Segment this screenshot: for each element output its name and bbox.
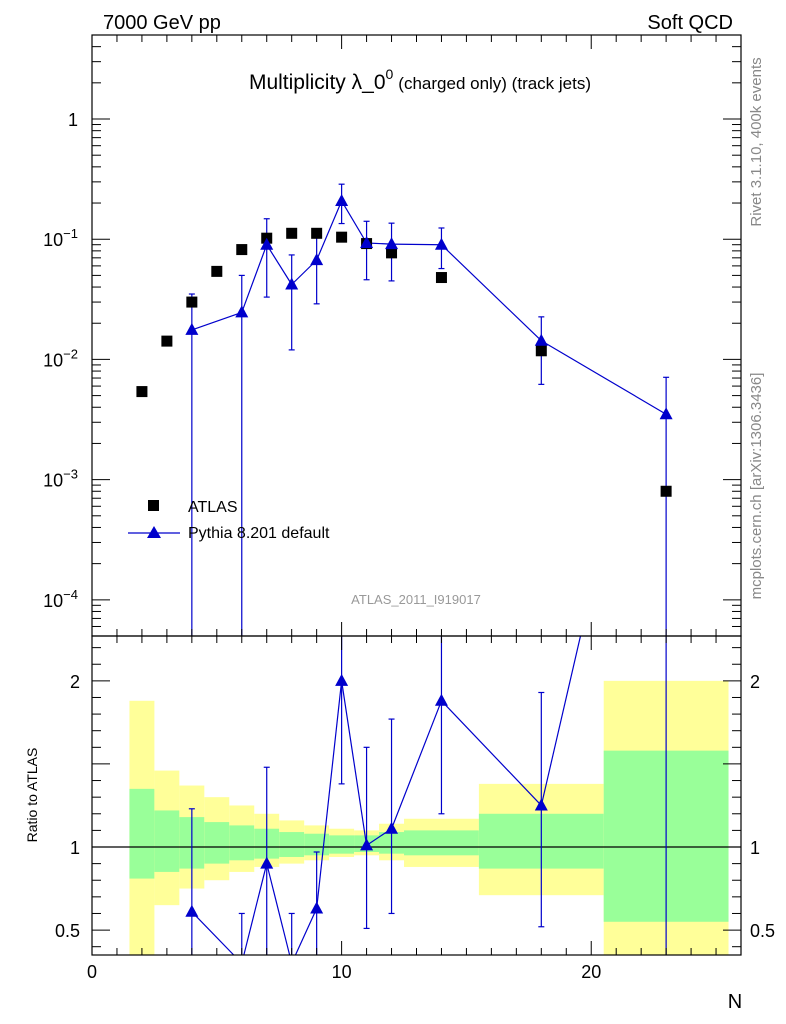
x-tick-label: 20 — [581, 962, 601, 982]
rivet-version-label: Rivet 3.1.10, 400k events — [748, 57, 765, 226]
inner-uncertainty-band — [229, 825, 255, 861]
y-tick-label: 10−1 — [43, 226, 78, 250]
ratio-data-point — [360, 838, 374, 851]
ratio-axes: 0 10 20 0.5 0.5 1 1 2 2 — [55, 636, 775, 982]
ratio-data-point — [385, 821, 399, 834]
chart-title-superscript: 0 — [386, 66, 394, 82]
pythia-data-point — [534, 333, 548, 346]
ratio-line-segment — [266, 863, 291, 956]
atlas-data-point — [211, 265, 223, 277]
ratio-plot-content — [92, 635, 741, 956]
ratio-line-segment — [316, 680, 343, 909]
atlas-data-point — [136, 386, 148, 398]
pythia-line-segment — [341, 200, 368, 244]
ratio-line-segment — [390, 700, 443, 829]
pythia-data-point — [285, 277, 299, 290]
inner-uncertainty-band — [154, 810, 180, 872]
chart-title: Multiplicity λ_00 (charged only) (track j… — [249, 66, 591, 94]
header-left-label: 7000 GeV pp — [103, 12, 221, 34]
ratio-data-point — [335, 673, 349, 686]
pythia-line-segment — [316, 200, 343, 261]
inner-uncertainty-band — [204, 822, 230, 864]
atlas-data-point — [311, 227, 323, 239]
pythia-line-segment — [266, 244, 293, 285]
ratio-line-segment — [540, 635, 582, 806]
pythia-line-segment — [191, 311, 242, 331]
y-tick-label: 1 — [68, 110, 78, 130]
ratio-panel: 0 10 20 0.5 0.5 1 1 2 2 Ratio to ATLAS N — [24, 635, 775, 1013]
ratio-y-tick-label-right: 2 — [750, 672, 760, 692]
atlas-data-point — [535, 345, 547, 357]
legend-atlas-marker — [148, 500, 159, 511]
pythia-data-point — [385, 237, 399, 250]
atlas-data-point — [161, 335, 173, 347]
atlas-data-point — [386, 247, 398, 259]
atlas-data-point — [435, 272, 447, 284]
ratio-y-tick-label-right: 0.5 — [750, 921, 775, 941]
ratio-line-segment — [341, 680, 368, 846]
chart-title-suffix: (charged only) (track jets) — [398, 74, 591, 93]
pythia-data-point — [434, 237, 448, 250]
main-plot-content — [136, 183, 673, 636]
pythia-line-segment — [241, 244, 268, 313]
atlas-data-point — [336, 231, 348, 243]
ratio-y-tick-label-right: 1 — [750, 838, 760, 858]
x-tick-label: 10 — [332, 962, 352, 982]
mcplots-label: mcplots.cern.ch [arXiv:1306.3436] — [748, 373, 765, 600]
legend: ATLAS Pythia 8.201 default — [128, 499, 330, 542]
ratio-data-point — [434, 693, 448, 706]
main-plot-frame — [91, 34, 742, 637]
main-panel: 1 10−1 10−2 10−3 10−4 Multiplicity λ_00 (char… — [43, 34, 742, 637]
x-tick-label: 0 — [87, 962, 97, 982]
pythia-data-point — [185, 322, 199, 335]
atlas-data-point — [236, 244, 248, 256]
atlas-data-point — [660, 485, 672, 497]
ratio-data-point — [260, 856, 274, 869]
main-axes: 1 10−1 10−2 10−3 10−4 — [43, 34, 742, 637]
y-tick-label: 10−3 — [43, 467, 78, 491]
ratio-y-tick-label: 1 — [70, 838, 80, 858]
pythia-data-point — [335, 193, 349, 206]
pythia-line-segment — [441, 244, 542, 342]
x-axis-label: N — [728, 991, 742, 1013]
ratio-data-point — [534, 798, 548, 811]
header-right-label: Soft QCD — [647, 12, 733, 34]
chart-title-main: Multiplicity λ_0 — [249, 71, 386, 94]
ratio-line-segment — [191, 911, 235, 956]
pythia-data-point — [360, 236, 374, 249]
legend-pythia-marker — [147, 526, 161, 538]
pythia-data-point — [659, 407, 673, 420]
ratio-line-segment — [294, 908, 318, 956]
pythia-data-point — [260, 237, 274, 250]
legend-atlas-label: ATLAS — [188, 499, 238, 516]
y-tick-label: 10−4 — [43, 587, 78, 611]
ratio-line-segment — [441, 700, 542, 806]
ratio-y-tick-label: 0.5 — [55, 921, 80, 941]
y-tick-label: 10−2 — [43, 346, 78, 370]
pythia-line-segment — [391, 243, 442, 246]
analysis-label: ATLAS_2011_I919017 — [351, 592, 481, 607]
ratio-line-segment — [243, 863, 268, 956]
ratio-y-tick-label: 2 — [70, 672, 80, 692]
ratio-data-point — [185, 904, 199, 917]
atlas-data-point — [186, 296, 198, 308]
ratio-y-axis-label: Ratio to ATLAS — [24, 748, 40, 843]
pythia-line-segment — [541, 340, 667, 415]
inner-uncertainty-band — [404, 830, 479, 856]
legend-pythia-label: Pythia 8.201 default — [188, 525, 330, 542]
ratio-data-point — [310, 901, 324, 914]
inner-uncertainty-band — [129, 788, 155, 879]
pythia-data-point — [310, 253, 324, 266]
inner-uncertainty-band — [329, 835, 355, 854]
pythia-data-point — [235, 305, 249, 318]
atlas-data-point — [286, 227, 298, 239]
inner-uncertainty-band — [279, 832, 305, 857]
